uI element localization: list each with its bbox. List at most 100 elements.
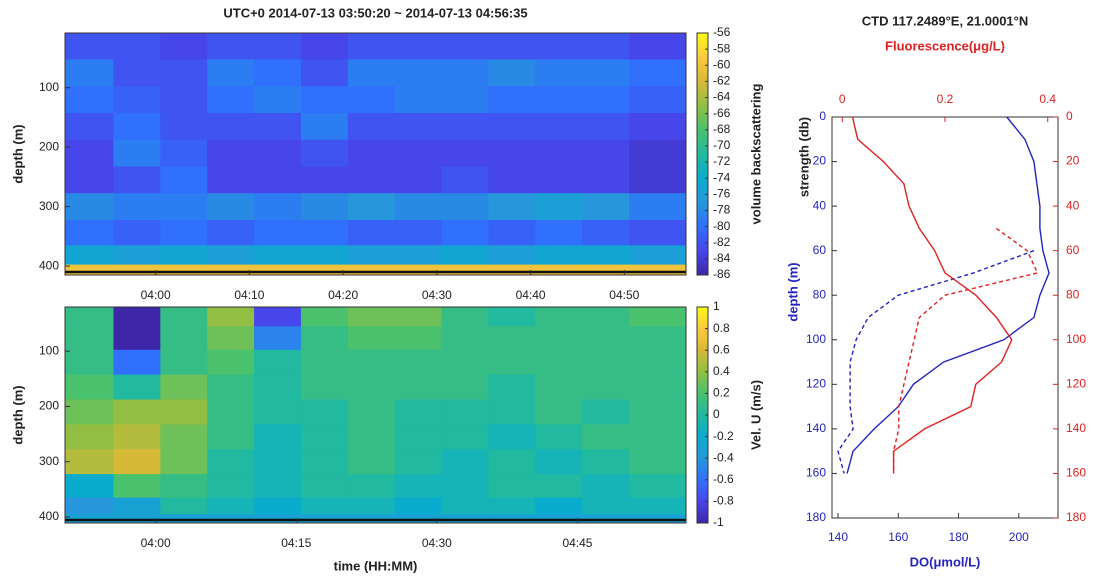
profile-line — [851, 116, 1013, 474]
heatmap-cell — [394, 245, 443, 266]
y2-tick-label: 120 — [1066, 377, 1086, 391]
colorbar-tick-label: -68 — [713, 122, 731, 136]
heatmap-cell — [65, 264, 114, 276]
heatmap-cell — [347, 374, 396, 401]
heatmap-cell — [488, 399, 536, 425]
heatmap-cell — [160, 193, 208, 221]
heatmap-cell — [535, 166, 583, 194]
heatmap-cell — [65, 349, 114, 376]
colorbar-tick-label: 1 — [713, 299, 720, 313]
colorbar-tick-label: -58 — [713, 41, 731, 55]
heatmap-cell — [113, 349, 161, 376]
heatmap-cell — [488, 349, 536, 376]
heatmap-cell — [160, 86, 208, 114]
x-tick-label: 04:15 — [281, 536, 311, 550]
y-tick-label: 0 — [819, 109, 826, 123]
heatmap-cell — [300, 33, 349, 60]
heatmap-cell — [254, 112, 302, 141]
heatmap-cell — [113, 86, 161, 114]
heatmap-cell — [254, 399, 302, 425]
colorbar-tick-label: -86 — [713, 267, 731, 281]
heatmap-cell — [535, 399, 583, 425]
colorbar-tick-label: -0.6 — [713, 472, 734, 486]
heatmap-cell — [629, 139, 687, 167]
heatmap-cell — [207, 307, 255, 327]
heatmap-cell — [441, 245, 489, 266]
heatmap-cell — [65, 220, 114, 246]
x-tick-label: 160 — [888, 530, 908, 544]
heatmap-cell — [160, 424, 208, 450]
heatmap-cell — [582, 307, 630, 327]
heatmap-cell — [535, 264, 583, 276]
heatmap-cell — [207, 245, 255, 266]
heatmap-cell — [347, 86, 396, 114]
heatmap-cell — [347, 59, 396, 87]
heatmap-cell — [113, 307, 161, 327]
heatmap-cell — [582, 449, 630, 475]
axes-frame — [64, 32, 687, 276]
heatmap-cell — [441, 220, 489, 246]
x2-tick-label: 0.2 — [937, 92, 954, 106]
heatmap-cell — [629, 374, 687, 401]
heatmap-cell — [582, 112, 630, 141]
colorbar-tick-label: 0.4 — [713, 364, 730, 378]
y2-axis-label: strength (db) — [796, 117, 811, 197]
colorbar-tick-label: -78 — [713, 203, 731, 217]
heatmap-cell — [300, 139, 349, 167]
heatmap-cell — [254, 326, 302, 351]
heatmap-cell — [488, 86, 536, 114]
heatmap-cell — [582, 264, 630, 276]
heatmap-cell — [113, 112, 161, 141]
heatmap-cell — [535, 220, 583, 246]
heatmap-cell — [65, 193, 114, 221]
heatmap-cell — [582, 349, 630, 376]
heatmap-cell — [394, 86, 443, 114]
heatmap-cell — [582, 399, 630, 425]
heatmap-cell — [394, 139, 443, 167]
heatmap-cell — [347, 33, 396, 60]
heatmap-cell — [394, 59, 443, 87]
heatmap-cell — [347, 349, 396, 376]
heatmap-cell — [300, 86, 349, 114]
chart-title: UTC+0 2014-07-13 03:50:20 ~ 2014-07-13 0… — [223, 5, 527, 20]
colorbar-tick-label: -1 — [713, 515, 724, 529]
y-tick-label: 300 — [39, 454, 59, 468]
heatmap-cell — [582, 220, 630, 246]
heatmap-cell — [629, 33, 687, 60]
heatmap-cell — [300, 374, 349, 401]
heatmap-cell — [254, 59, 302, 87]
heatmap-cell — [347, 245, 396, 266]
heatmap-cell — [441, 449, 489, 475]
y-tick-label: 200 — [39, 399, 59, 413]
heatmap-cell — [207, 112, 255, 141]
heatmap-cell — [394, 193, 443, 221]
heatmap-cell — [347, 424, 396, 450]
heatmap-cell — [394, 497, 443, 515]
heatmap-cell — [582, 424, 630, 450]
heatmap-cell — [488, 326, 536, 351]
heatmap-cell — [629, 326, 687, 351]
heatmap-cell — [65, 86, 114, 114]
heatmap-cell — [113, 166, 161, 194]
y-axis-label: depth (m) — [785, 262, 800, 321]
heatmap-cell — [582, 374, 630, 401]
heatmap-cell — [441, 59, 489, 87]
heatmap-cell — [394, 374, 443, 401]
heatmap-cell — [65, 112, 114, 141]
heatmap-cell — [535, 245, 583, 266]
heatmap-cell — [113, 245, 161, 266]
heatmap-cell — [300, 497, 349, 515]
y-tick-label: 100 — [806, 332, 826, 346]
heatmap-cell — [254, 349, 302, 376]
heatmap-cell — [629, 349, 687, 376]
heatmap-cell — [347, 307, 396, 327]
x-axis-label: time (HH:MM) — [334, 558, 418, 573]
heatmap-cell — [300, 424, 349, 450]
y-tick-label: 100 — [39, 343, 59, 357]
y2-tick-label: 100 — [1066, 332, 1086, 346]
heatmap-cell — [207, 474, 255, 499]
heatmap-cell — [394, 349, 443, 376]
x-tick-label: 04:50 — [609, 288, 639, 302]
heatmap-cell — [300, 264, 349, 276]
colorbar-tick-label: -70 — [713, 138, 731, 152]
